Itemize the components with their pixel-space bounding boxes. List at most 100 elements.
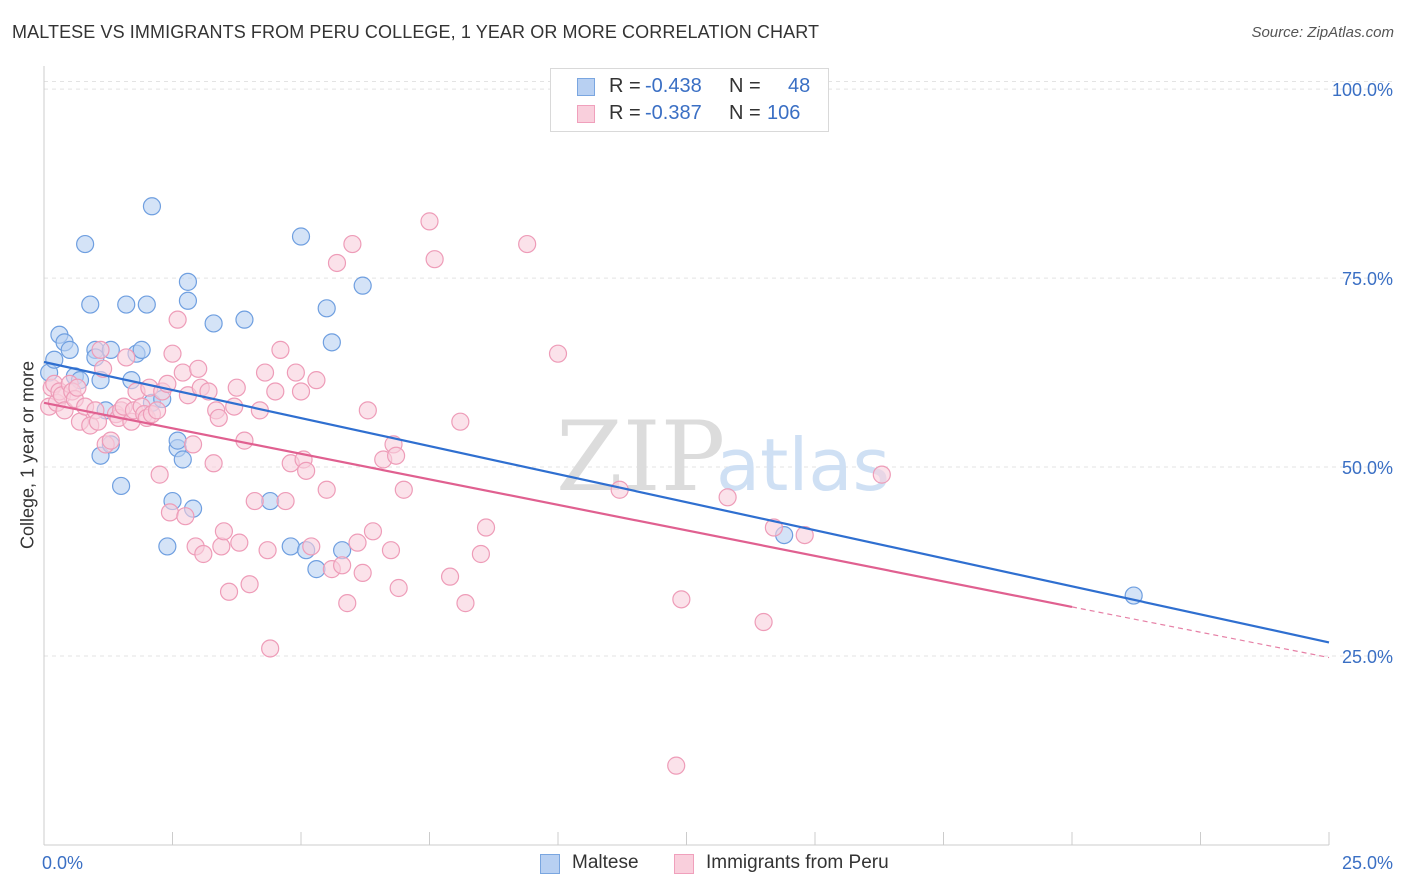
stats-row-maltese: R = -0.438 N = 48 [551, 75, 828, 99]
data-point [261, 491, 280, 511]
chart-title: MALTESE VS IMMIGRANTS FROM PERU COLLEGE,… [12, 22, 820, 42]
data-point [302, 537, 321, 556]
trend-line [43, 401, 1073, 608]
data-point [327, 253, 347, 273]
data-point [230, 533, 249, 552]
data-point [718, 488, 737, 507]
maltese-swatch [577, 78, 595, 96]
data-point [137, 295, 156, 314]
data-point [245, 491, 264, 511]
data-point [518, 234, 537, 254]
data-point [235, 310, 254, 329]
data-points [40, 197, 1143, 775]
gridlines [44, 81, 1392, 657]
trend-lines [43, 360, 1330, 659]
y-tick-label: 75.0% [1342, 269, 1393, 289]
data-point [227, 378, 246, 397]
data-point [381, 541, 401, 560]
data-point [204, 454, 223, 473]
legend-label-peru: Immigrants from Peru [706, 852, 889, 873]
data-point [261, 639, 280, 658]
n-value: 48 [788, 75, 811, 97]
legend-swatch-maltese [540, 854, 560, 874]
data-point [204, 314, 223, 333]
data-point [219, 582, 239, 601]
data-point [872, 465, 891, 484]
r-label: R = [609, 75, 641, 97]
data-point [291, 382, 311, 401]
y-tick-label: 25.0% [1342, 647, 1393, 667]
data-point [240, 575, 259, 594]
data-point [212, 537, 231, 556]
data-point [672, 590, 691, 609]
data-point [667, 756, 686, 775]
data-point [333, 556, 352, 575]
data-point [353, 563, 372, 582]
data-point [425, 250, 444, 269]
data-point [76, 234, 95, 254]
stats-row-peru: R = -0.387 N = 106 [551, 102, 828, 126]
data-point [168, 310, 187, 329]
data-point [358, 401, 377, 420]
data-point [322, 333, 341, 352]
data-point [338, 594, 357, 613]
data-point [189, 359, 208, 378]
data-point [548, 344, 568, 363]
data-point [307, 371, 326, 390]
axes [43, 66, 1330, 846]
data-point [209, 408, 228, 428]
data-point [199, 382, 218, 401]
data-point [266, 382, 285, 401]
data-point [81, 295, 100, 314]
x-tick-label: 0.0% [42, 853, 83, 873]
legend-label-maltese: Maltese [572, 852, 639, 873]
data-point [276, 491, 295, 511]
data-point [101, 431, 120, 450]
data-point [60, 340, 79, 359]
data-point [142, 197, 162, 216]
data-point [173, 450, 192, 469]
trend-line-extension [1071, 606, 1330, 659]
data-point [307, 560, 326, 579]
watermark: ZIP atlas [556, 401, 890, 513]
stats-box: R = -0.438 N = 48 R = -0.387 N = 106 [550, 68, 829, 132]
data-point [394, 480, 413, 499]
data-point [317, 299, 336, 318]
data-point [160, 503, 180, 522]
data-point [117, 348, 136, 367]
data-point [176, 507, 195, 526]
r-label: R = [609, 102, 641, 124]
watermark-zip: ZIP [556, 401, 725, 513]
data-point [363, 522, 383, 541]
n-label: N = [729, 75, 761, 97]
data-point [150, 465, 169, 484]
data-point [353, 276, 372, 295]
n-label: N = [729, 102, 761, 124]
data-point [225, 397, 244, 416]
source-label: Source: ZipAtlas.com [1251, 24, 1394, 41]
data-point [386, 446, 406, 465]
x-tick-label: 25.0% [1342, 853, 1393, 873]
data-point [117, 295, 136, 314]
data-point [271, 340, 290, 359]
data-point [471, 544, 490, 564]
data-point [168, 431, 187, 450]
data-point [343, 234, 362, 254]
data-point [68, 378, 87, 397]
data-point [795, 525, 814, 545]
data-point [281, 537, 300, 556]
data-point [111, 476, 131, 496]
data-point [132, 340, 151, 359]
y-tick-label: 50.0% [1342, 458, 1393, 478]
trend-line [43, 360, 1330, 644]
data-point [194, 544, 213, 564]
data-point [178, 291, 198, 310]
data-point [183, 435, 203, 454]
data-point [178, 272, 198, 291]
data-point [158, 537, 177, 556]
data-point [258, 541, 277, 560]
watermark-atlas: atlas [716, 423, 890, 507]
data-point [420, 212, 439, 231]
legend-swatch-peru [674, 854, 694, 874]
